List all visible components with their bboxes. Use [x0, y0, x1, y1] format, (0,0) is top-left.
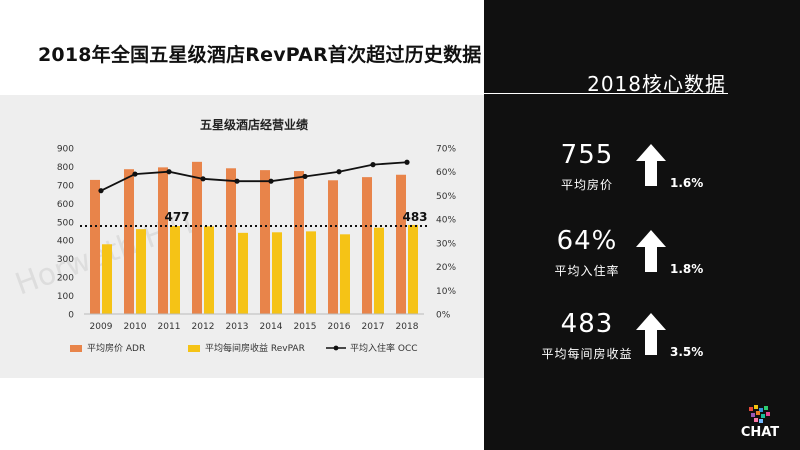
bar-revpar	[102, 244, 112, 314]
chart-panel: Horwath HTL 五星级酒店经营业绩 0 100 200 300 400 500 600 7…	[0, 95, 484, 378]
bar-revpar	[170, 226, 180, 314]
x-axis-tick: 2017	[362, 322, 385, 332]
kpi-label: 平均每间房收益	[541, 347, 633, 361]
x-axis-tick: 2009	[90, 322, 113, 332]
up-arrow-icon	[636, 313, 666, 355]
bar-adr	[294, 171, 304, 314]
y-axis-right-tick: 60%	[436, 168, 456, 178]
page-title: 2018年全国五星级酒店RevPAR首次超过历史数据	[38, 44, 482, 66]
occ-point	[404, 159, 410, 165]
kpi-change: 3.5%	[670, 345, 704, 359]
x-axis-tick: 2010	[124, 322, 147, 332]
bar-revpar	[408, 224, 418, 314]
kpi-label: 平均入住率	[554, 264, 620, 278]
legend-marker-occ	[333, 345, 339, 351]
chart-title: 五星级酒店经营业绩	[200, 117, 308, 132]
logo-text: CHAT	[740, 425, 780, 440]
x-axis-tick: 2011	[158, 322, 181, 332]
occ-point	[166, 169, 172, 175]
bar-adr	[192, 161, 202, 314]
x-axis-tick: 2018	[396, 322, 419, 332]
x-axis-tick: 2012	[192, 322, 215, 332]
y-axis-right-tick: 0%	[436, 311, 451, 321]
chat-logo: CHAT	[735, 405, 785, 445]
y-axis-right-tick: 50%	[436, 192, 456, 202]
legend-label-adr: 平均房价 ADR	[87, 342, 145, 354]
occ-point	[234, 178, 240, 184]
bar-adr	[158, 167, 168, 314]
y-axis-left-tick: 700	[57, 181, 74, 191]
y-axis-right-tick: 30%	[436, 239, 456, 249]
bar-adr	[328, 180, 338, 314]
legend-swatch-adr	[70, 345, 82, 352]
legend-label-occ: 平均入住率 OCC	[350, 342, 418, 354]
header-divider	[484, 93, 728, 94]
y-axis-left-tick: 100	[57, 292, 74, 302]
occ-point	[370, 162, 376, 168]
bar-adr	[260, 170, 270, 314]
kpi-adr: 755 平均房价 1.6%	[484, 140, 800, 210]
x-axis-tick: 2015	[294, 322, 317, 332]
occ-point	[302, 173, 308, 180]
logo-mosaic-icon	[749, 405, 770, 423]
y-axis-left-tick: 200	[57, 274, 74, 284]
bar-revpar	[340, 234, 350, 314]
occ-point	[132, 171, 138, 177]
bar-adr	[396, 174, 406, 314]
bar-revpar	[136, 229, 146, 314]
x-axis-tick: 2016	[328, 322, 351, 332]
y-axis-left-tick: 600	[57, 200, 74, 210]
y-axis-left-tick: 500	[57, 218, 74, 228]
y-axis-right-tick: 20%	[436, 263, 456, 273]
occ-line	[100, 161, 408, 192]
up-arrow-icon	[636, 144, 666, 186]
legend-label-revpar: 平均每间房收益 RevPAR	[205, 342, 305, 354]
y-axis-right-tick: 40%	[436, 216, 456, 226]
kpi-label: 平均房价	[560, 178, 613, 192]
kpi-value: 755	[560, 140, 614, 170]
legend-swatch-revpar	[188, 345, 200, 352]
kpi-panel: 2018核心数据 755 平均房价 1.6% 64% 平均入住率 1.8% 48…	[484, 0, 800, 450]
bar-adr	[362, 177, 372, 314]
bar-revpar	[238, 232, 248, 314]
kpi-change: 1.8%	[670, 262, 704, 276]
x-axis-tick: 2014	[260, 322, 283, 332]
bar-revpar	[306, 231, 316, 314]
bar-revpar	[374, 227, 384, 314]
kpi-header: 2018核心数据	[587, 72, 726, 96]
kpi-change: 1.6%	[670, 176, 704, 190]
x-axis-tick: 2013	[226, 322, 249, 332]
bar-adr	[124, 169, 134, 314]
occ-point	[268, 178, 274, 184]
annotation-label: 477	[164, 210, 189, 224]
y-axis-left-tick: 0	[68, 311, 74, 321]
occ-point	[336, 169, 342, 175]
kpi-occ: 64% 平均入住率 1.8%	[484, 226, 800, 296]
y-axis-left-tick: 800	[57, 163, 74, 173]
y-axis-right-tick: 70%	[436, 145, 456, 155]
bar-adr	[226, 168, 236, 314]
occ-point	[200, 176, 206, 182]
y-axis-left-tick: 900	[57, 145, 74, 155]
y-axis-left-tick: 300	[57, 255, 74, 265]
y-axis-left-tick: 400	[57, 237, 74, 247]
performance-chart: Horwath HTL五星级酒店经营业绩01002003004005006007…	[11, 117, 457, 354]
occ-point	[98, 188, 104, 194]
kpi-value: 483	[560, 309, 614, 339]
up-arrow-icon	[636, 230, 666, 272]
bar-revpar	[272, 232, 282, 314]
kpi-value: 64%	[556, 226, 618, 256]
bar-revpar	[204, 226, 214, 314]
annotation-label: 483	[402, 210, 427, 224]
bar-adr	[90, 179, 100, 314]
y-axis-right-tick: 10%	[436, 287, 456, 297]
kpi-revpar: 483 平均每间房收益 3.5%	[484, 309, 800, 379]
